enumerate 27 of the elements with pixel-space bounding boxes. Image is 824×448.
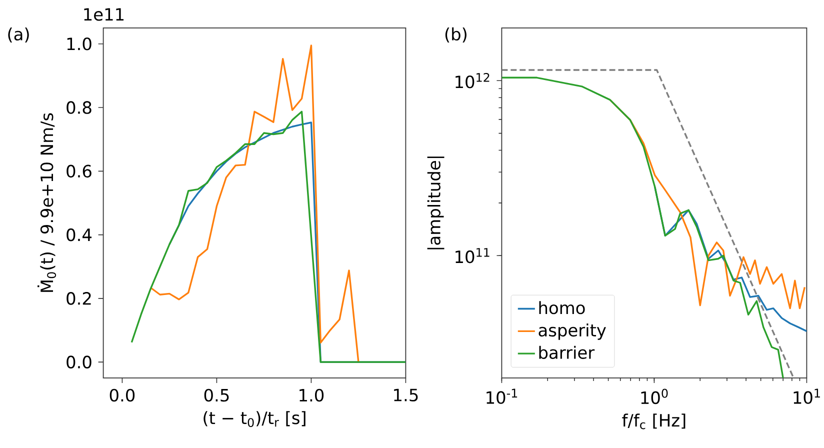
x-tick-label: 0.5 xyxy=(204,388,229,402)
y-axis-title: |amplitude| xyxy=(427,156,444,250)
x-axis-title: f/f$_{c}$ [Hz] xyxy=(622,414,686,430)
y-tick-label: 10$^{11}$ xyxy=(456,248,490,264)
line-series xyxy=(130,110,406,363)
x-tick-label: 1.0 xyxy=(300,388,324,402)
x-tick-label: 1.5 xyxy=(394,388,418,402)
x-tick-label: 10$^{0}$ xyxy=(641,388,668,404)
y-tick-label: 0.6 xyxy=(66,164,92,178)
y-axis-title: Ṁ$_{0}$(t) / 9.9e+10 Nm/s xyxy=(38,113,56,292)
legend-label: asperity xyxy=(538,323,606,340)
chart-title: (a) xyxy=(8,27,29,43)
legend-label: barrier xyxy=(539,346,595,359)
x-axis-title: (t − t$_{0}$)/t$_{r}$ [s] xyxy=(204,411,306,428)
y-tick-label: 0.2 xyxy=(66,292,91,305)
y-tick-label: 0.4 xyxy=(66,228,92,242)
y-tick-label: 1.0 xyxy=(67,37,92,50)
text: 1e11 xyxy=(84,8,124,21)
legend-label: homo xyxy=(539,301,585,314)
y-tick-label: 0.8 xyxy=(66,101,92,114)
y-tick-label: 10$^{12}$ xyxy=(456,72,490,88)
y-tick-label: 0.0 xyxy=(66,356,92,368)
x-tick-label: 10$^{-1}$ xyxy=(486,388,518,404)
chart-title: (b) xyxy=(445,27,466,43)
line-series xyxy=(150,44,360,363)
x-tick-label: 10$^{1}$ xyxy=(794,388,820,404)
x-tick-label: 0.0 xyxy=(110,388,135,402)
